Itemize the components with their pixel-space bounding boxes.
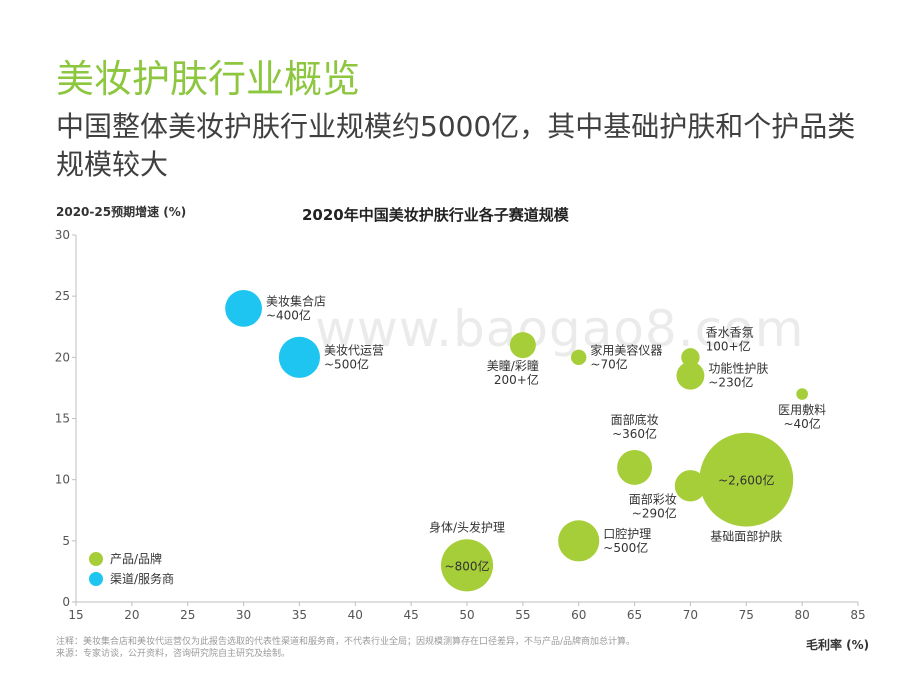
x-tick-label: 70 — [683, 608, 698, 622]
x-tick-label: 25 — [180, 608, 195, 622]
y-axis-title: 2020-25预期增速 (%) — [56, 205, 187, 219]
bubble-size-label: ~290亿 — [632, 505, 677, 520]
bubble-name-label: 家用美容仪器 — [590, 342, 662, 357]
y-tick-label: 30 — [55, 228, 70, 242]
bubble-name-label: 医用敷料 — [778, 402, 826, 417]
bubble-point — [699, 432, 794, 527]
bubble-name-label: 身体/头发护理 — [429, 519, 505, 534]
x-tick-label: 35 — [292, 608, 307, 622]
bubble-name-label: 面部彩妆 — [629, 491, 677, 506]
x-tick-label: 20 — [124, 608, 139, 622]
bubble-point — [676, 361, 705, 390]
bubble-size-label: ~500亿 — [324, 356, 369, 371]
legend-swatch — [89, 572, 103, 586]
x-tick-label: 40 — [348, 608, 363, 622]
chart-title: 2020年中国美妆护肤行业各子赛道规模 — [302, 206, 569, 224]
bubble-size-label: ~400亿 — [266, 307, 311, 322]
x-tick-label: 50 — [459, 608, 474, 622]
x-tick-label: 55 — [515, 608, 530, 622]
bubble-point — [571, 349, 587, 366]
legend-label: 渠道/服务商 — [110, 571, 174, 586]
y-tick-label: 25 — [55, 289, 70, 303]
bubble-point — [674, 470, 707, 502]
bubble-point — [681, 348, 700, 367]
bubble-point — [278, 336, 321, 378]
footnote-source: 来源：专家访谈，公开资料，咨询研究院自主研究及绘制。 — [56, 649, 291, 659]
x-tick-label: 65 — [627, 608, 642, 622]
footnote-note: 注释：美妆集合店和美妆代运营仅为此报告选取的代表性渠道和服务商，不代表行业全局；… — [56, 637, 636, 647]
legend-label: 产品/品牌 — [110, 552, 162, 566]
x-tick-label: 15 — [68, 608, 83, 622]
bubble-point — [225, 290, 262, 327]
x-tick-label: 80 — [795, 608, 810, 622]
bubble-size-label: 100+亿 — [706, 338, 751, 353]
y-tick-label: 15 — [55, 412, 70, 426]
bubble-size-label: ~230亿 — [708, 375, 753, 390]
bubble-point — [617, 449, 653, 485]
bubble-name-label: 口腔护理 — [603, 526, 651, 541]
x-tick-label: 75 — [739, 608, 754, 622]
bubble-point — [509, 332, 536, 359]
bubble-name-label: 美妆集合店 — [266, 293, 326, 308]
y-tick-label: 0 — [62, 595, 70, 609]
bubble-name-label: 美瞳/彩瞳 — [487, 358, 539, 373]
bubble-size-label: ~800亿 — [445, 558, 490, 573]
footnotes: 注释：美妆集合店和美妆代运营仅为此报告选取的代表性渠道和服务商，不代表行业全局；… — [56, 636, 635, 660]
bubble-size-label: 200+亿 — [494, 372, 539, 387]
x-tick-label: 60 — [571, 608, 586, 622]
bubble-name-label: 基础面部护肤 — [710, 529, 782, 544]
x-tick-label: 30 — [236, 608, 251, 622]
bubble-size-label: ~360亿 — [612, 426, 657, 441]
x-tick-label: 45 — [404, 608, 419, 622]
legend-swatch — [89, 552, 103, 566]
bubble-name-label: 面部底妆 — [611, 412, 659, 427]
watermark: www.baogao8.com — [315, 300, 805, 358]
y-tick-label: 20 — [55, 350, 70, 364]
page-title: 美妆护肤行业概览 — [56, 57, 361, 101]
x-tick-label: 85 — [850, 608, 865, 622]
bubble-size-label: ~70亿 — [590, 356, 627, 371]
x-axis-title: 毛利率 (%) — [806, 638, 870, 652]
bubble-point — [440, 539, 494, 592]
y-tick-label: 10 — [55, 473, 70, 487]
bubble-name-label: 美妆代运营 — [324, 343, 384, 357]
bubble-name-label: 香水香氛 — [706, 325, 754, 339]
bubble-point — [558, 520, 600, 562]
bubble-size-label: ~40亿 — [783, 416, 820, 431]
page-subtitle: 中国整体美妆护肤行业规模约5000亿，其中基础护肤和个护品类规模较大 — [56, 110, 856, 181]
bubble-size-label: ~500亿 — [603, 540, 648, 555]
y-tick-label: 5 — [62, 534, 70, 548]
bubble-name-label: 功能性护肤 — [708, 361, 768, 376]
bubble-size-label: ~2,600亿 — [718, 473, 774, 488]
bubble-point — [796, 388, 808, 400]
